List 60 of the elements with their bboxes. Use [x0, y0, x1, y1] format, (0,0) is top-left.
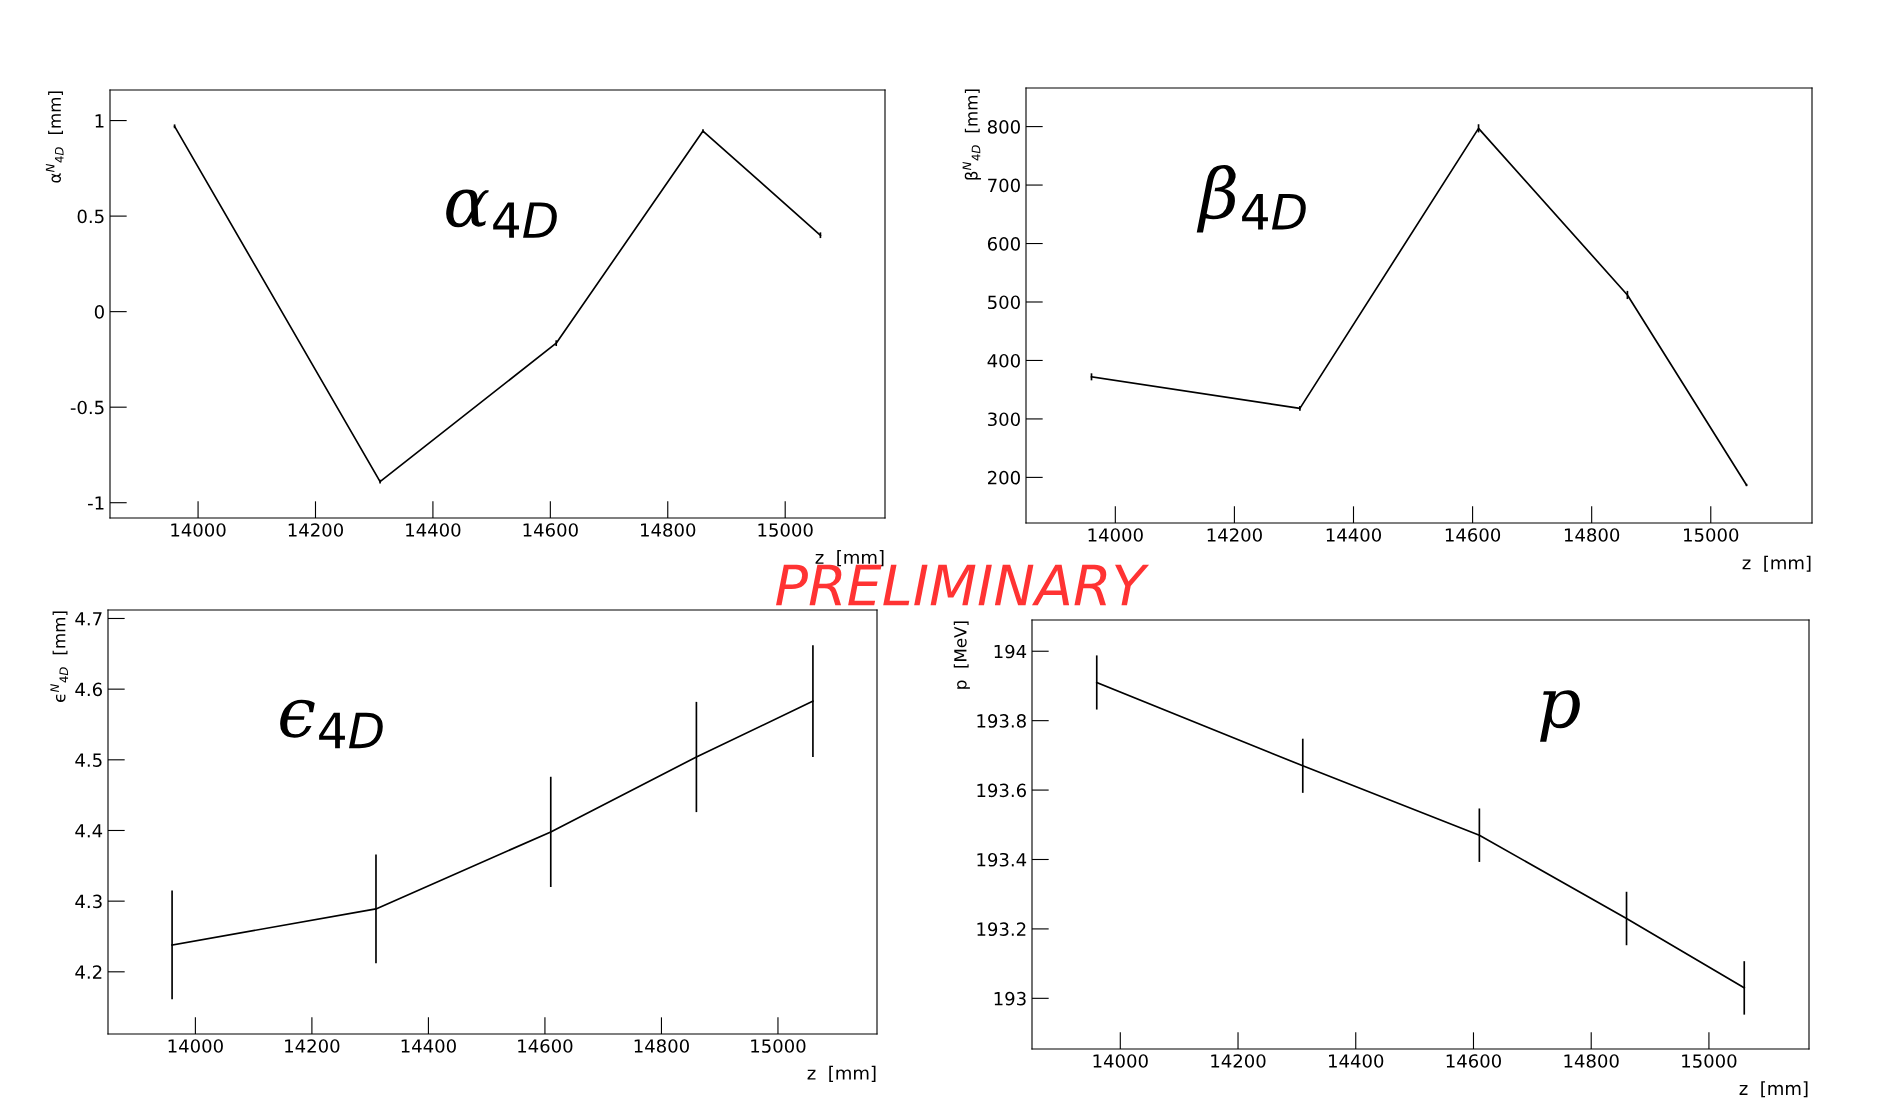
y-tick-label: 193.2 [977, 922, 1026, 937]
x-tick-label: 14200 [285, 1039, 340, 1053]
y-tick-label: 193.4 [977, 852, 1027, 867]
line-series [1090, 127, 1748, 486]
x-tick-label: 15000 [751, 1039, 806, 1053]
y-axis-title: α$^{N}$$_{4D}$ [mm] [45, 91, 64, 183]
x-tick-label: 14600 [518, 1039, 573, 1053]
x-tick-label: 14000 [171, 523, 226, 537]
y-tick-label: 0 [94, 305, 104, 319]
x-tick-label: 14000 [1088, 528, 1143, 542]
y-tick-label: 193.8 [977, 714, 1026, 728]
x-tick-label: 15000 [1682, 1054, 1737, 1068]
x-tick-label: 14600 [523, 523, 578, 537]
x-tick-label: 14400 [1329, 1054, 1384, 1068]
y-tick-label: 4.3 [75, 894, 102, 909]
y-tick-label: 4.5 [75, 753, 102, 767]
y-axis-title: ϵ$^{N}$$_{4D}$ [mm] [50, 611, 69, 702]
x-tick-label: 14600 [1446, 1054, 1501, 1068]
y-tick-label: 200 [988, 470, 1020, 485]
y-tick-label: -1 [88, 496, 104, 510]
x-tick-label: 14600 [1445, 528, 1501, 542]
y-tick-label: 194 [994, 644, 1027, 659]
x-tick-label: 14000 [1093, 1054, 1148, 1068]
y-tick-label: 700 [988, 178, 1020, 193]
x-tick-label: 14000 [168, 1039, 223, 1053]
x-tick-label: 15000 [758, 523, 813, 537]
y-tick-label: 400 [987, 353, 1020, 368]
y-tick-label: 193 [994, 991, 1026, 1006]
y-tick-label: 4.4 [75, 824, 103, 838]
annotation: ϵ$_{4D}$ [280, 699, 383, 749]
y-tick-label: 4.2 [75, 965, 102, 979]
y-tick-label: 4.7 [75, 612, 102, 626]
y-axis-title: β$^{N}$$_{4D}$ [mm] [962, 89, 981, 180]
y-tick-label: 193.6 [977, 783, 1026, 798]
y-axis-title: p [MeV] [953, 621, 970, 689]
x-tick-label: 14800 [634, 1039, 689, 1053]
y-tick-label: 0.5 [77, 209, 104, 224]
x-tick-label: 14200 [1211, 1054, 1266, 1068]
y-tick-label: -0.5 [70, 400, 104, 415]
y-tick-label: 600 [987, 236, 1020, 251]
x-tick-label: 14400 [1326, 528, 1382, 542]
annotation: α$_{4D}$ [446, 189, 557, 238]
y-tick-label: 4.6 [75, 682, 102, 697]
x-tick-label: 14800 [1564, 1054, 1619, 1068]
x-tick-label: 14200 [288, 523, 344, 537]
x-axis-title: z [mm] [1742, 555, 1811, 572]
x-tick-label: 15000 [1684, 528, 1739, 542]
x-tick-label: 14400 [401, 1039, 456, 1053]
annotation: p [1540, 690, 1580, 742]
annotation: β$_{4D}$ [1196, 165, 1306, 233]
x-axis-title: z [mm] [1739, 1081, 1808, 1098]
y-tick-label: 800 [987, 120, 1020, 134]
x-tick-label: 14800 [1564, 528, 1620, 542]
y-tick-label: 300 [988, 412, 1020, 427]
x-tick-label: 14800 [641, 523, 696, 537]
x-tick-label: 14200 [1207, 528, 1262, 542]
x-axis-title: z [mm] [807, 1065, 876, 1082]
x-tick-label: 14400 [406, 523, 461, 537]
y-tick-label: 500 [988, 295, 1020, 310]
y-tick-label: 1 [95, 114, 104, 128]
